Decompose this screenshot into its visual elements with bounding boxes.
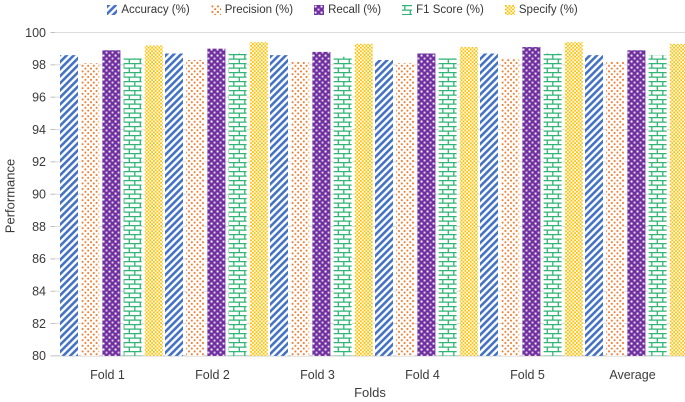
legend-swatch-icon — [402, 5, 413, 15]
bar — [459, 47, 478, 356]
bar — [585, 55, 603, 356]
bar — [543, 53, 562, 356]
bar — [606, 61, 625, 356]
x-category-label: Fold 2 — [195, 368, 230, 382]
bar — [165, 53, 183, 356]
y-tick-label: 88 — [32, 220, 46, 234]
bar — [102, 50, 121, 356]
bar — [228, 53, 247, 356]
y-tick-label: 98 — [32, 58, 46, 72]
bar — [333, 56, 352, 356]
x-category-label: Fold 1 — [90, 368, 125, 382]
legend-item[interactable]: Recall (%) — [314, 4, 381, 16]
x-category-label: Fold 3 — [300, 368, 335, 382]
bar — [501, 58, 520, 356]
y-tick-label: 94 — [32, 123, 46, 137]
y-tick-label: 90 — [32, 188, 46, 202]
legend-label: Accuracy (%) — [121, 4, 190, 16]
y-tick-label: 84 — [32, 285, 46, 299]
y-tick-label: 80 — [32, 349, 46, 363]
bar — [480, 53, 498, 356]
y-axis-title: Performance — [2, 158, 18, 234]
bar — [186, 59, 205, 356]
legend-item[interactable]: Specify (%) — [504, 4, 578, 16]
bar — [312, 51, 331, 356]
legend-swatch-icon — [210, 5, 221, 15]
y-tick-label: 96 — [32, 90, 46, 104]
legend-item[interactable]: Precision (%) — [210, 4, 294, 16]
legend-item[interactable]: Accuracy (%) — [107, 4, 190, 16]
x-category-label: Average — [609, 368, 655, 382]
bar — [60, 55, 78, 356]
bar — [648, 55, 667, 356]
bar — [207, 48, 226, 356]
bar — [669, 43, 685, 356]
bar — [522, 47, 541, 356]
bar — [249, 42, 268, 356]
legend: Accuracy (%) Precision (%) Recall (%) F1 Sc… — [0, 1, 685, 19]
bar — [417, 53, 436, 356]
y-tick-label: 100 — [25, 26, 46, 40]
legend-item[interactable]: F1 Score (%) — [402, 4, 484, 16]
y-tick-label: 92 — [32, 155, 46, 169]
bar — [438, 58, 457, 356]
y-tick-label: 86 — [32, 252, 46, 266]
bar — [564, 42, 583, 356]
bar — [396, 63, 415, 356]
y-tick-label: 82 — [32, 317, 46, 331]
bar — [291, 61, 310, 356]
legend-swatch-icon — [107, 5, 118, 15]
x-category-label: Fold 5 — [510, 368, 545, 382]
legend-label: Recall (%) — [328, 4, 382, 16]
bar — [270, 55, 288, 356]
legend-swatch-icon — [314, 5, 325, 15]
bar — [81, 63, 100, 356]
legend-label: Specify (%) — [518, 4, 578, 16]
x-category-label: Fold 4 — [405, 368, 440, 382]
bar — [144, 45, 163, 356]
bar — [354, 43, 373, 356]
bar — [627, 50, 646, 356]
legend-label: Precision (%) — [224, 4, 294, 16]
legend-label: F1 Score (%) — [416, 4, 484, 16]
bar — [123, 58, 142, 356]
legend-swatch-icon — [504, 5, 515, 15]
bar — [375, 59, 393, 356]
x-axis-title: Folds — [354, 385, 386, 400]
